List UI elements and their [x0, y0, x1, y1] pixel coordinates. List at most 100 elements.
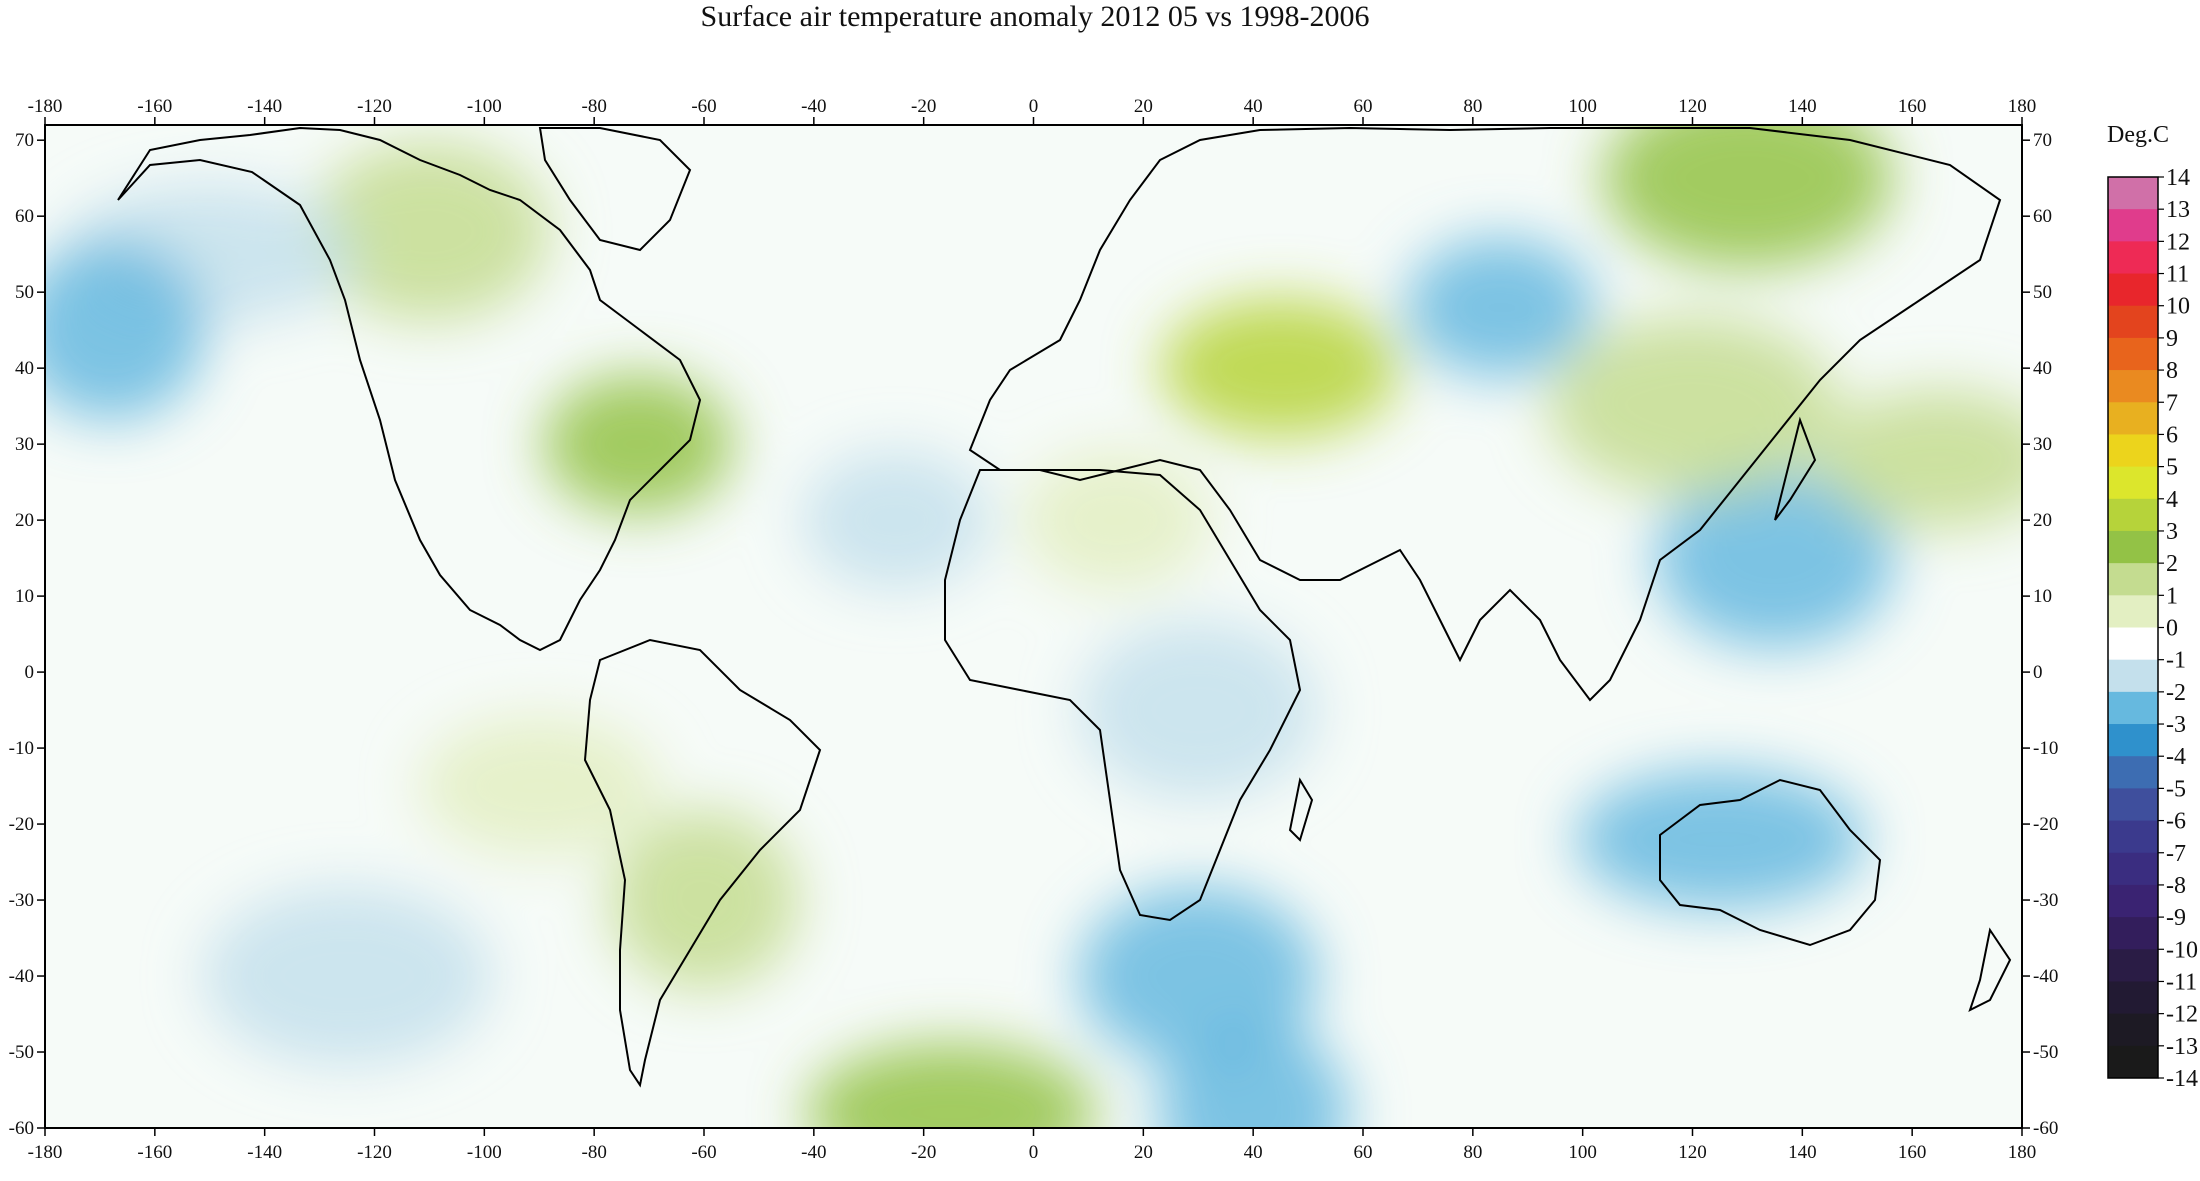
lon-label-bottom: -80: [582, 1142, 607, 1163]
lat-label-left: -10: [9, 738, 34, 759]
lon-label-top: -120: [357, 96, 392, 117]
anomaly-region: [1405, 237, 1596, 378]
colorbar-label: -14: [2166, 1066, 2198, 1092]
lon-label-bottom: 60: [1354, 1142, 1373, 1163]
lon-label-bottom: 140: [1788, 1142, 1817, 1163]
lat-label-left: 40: [15, 358, 34, 379]
lon-label-bottom: 20: [1134, 1142, 1153, 1163]
lat-label-right: 40: [2033, 358, 2052, 379]
lon-label-bottom: -20: [911, 1142, 936, 1163]
lon-label-top: -160: [137, 96, 172, 117]
colorbar-label: -7: [2166, 841, 2186, 867]
colorbar-band: [2108, 627, 2158, 661]
colorbar-label: 2: [2166, 551, 2178, 577]
anomaly-region: [1574, 769, 1865, 910]
colorbar-label: -5: [2166, 776, 2186, 802]
lat-label-right: 0: [2033, 662, 2043, 683]
lon-label-bottom: -60: [691, 1142, 716, 1163]
lat-label-right: 30: [2033, 434, 2052, 455]
colorbar-band: [2108, 305, 2158, 339]
lon-label-top: 140: [1788, 96, 1817, 117]
colorbar-label: -4: [2166, 744, 2186, 770]
colorbar-label: -3: [2166, 712, 2186, 738]
lon-label-top: 60: [1354, 96, 1373, 117]
colorbar-label: 4: [2166, 487, 2178, 513]
anomaly-region: [309, 141, 550, 322]
lon-label-bottom: 80: [1463, 1142, 1482, 1163]
colorbar-band: [2108, 563, 2158, 596]
lat-label-right: -50: [2033, 1042, 2058, 1063]
lat-label-right: 70: [2033, 130, 2052, 151]
lat-label-left: -30: [9, 890, 34, 911]
new-zealand-outline: [1968, 927, 2012, 1012]
lat-label-left: 30: [15, 434, 34, 455]
colorbar-band: [2108, 466, 2158, 500]
lon-label-bottom: 160: [1898, 1142, 1927, 1163]
colorbar-band: [2108, 691, 2158, 725]
lon-label-bottom: -40: [801, 1142, 826, 1163]
colorbar: Deg.C14131211109876543210-1-2-3-4-5-6-7-…: [2107, 122, 2198, 1092]
lon-label-bottom: -140: [247, 1142, 282, 1163]
lat-label-left: -20: [9, 814, 34, 835]
lon-label-top: -180: [28, 96, 63, 117]
lon-label-top: 100: [1568, 96, 1597, 117]
colorbar-label: -9: [2166, 905, 2186, 931]
colorbar-label: 5: [2166, 455, 2178, 481]
lon-label-top: 20: [1134, 96, 1153, 117]
colorbar-label: 14: [2166, 165, 2190, 191]
colorbar-label: -2: [2166, 680, 2186, 706]
colorbar-label: -12: [2166, 1002, 2198, 1028]
lon-label-top: 80: [1463, 96, 1482, 117]
lat-label-right: -10: [2033, 738, 2058, 759]
colorbar-label: 3: [2166, 519, 2178, 545]
colorbar-band: [2108, 820, 2158, 854]
anomaly-region: [1078, 620, 1319, 801]
colorbar-band: [2108, 241, 2158, 275]
anomaly-region: [1654, 468, 1895, 649]
anomaly-region: [419, 716, 660, 857]
lat-label-left: -60: [9, 1118, 34, 1139]
colorbar-band: [2108, 530, 2158, 564]
colorbar-band: [2108, 756, 2158, 789]
lon-label-top: -100: [467, 96, 502, 117]
colorbar-label: 10: [2166, 294, 2190, 320]
lon-label-top: -140: [247, 96, 282, 117]
anomaly-region: [1158, 1022, 1349, 1128]
colorbar-label: 1: [2166, 583, 2178, 609]
lon-label-top: -40: [801, 96, 826, 117]
anomaly-region: [1602, 125, 1893, 269]
lat-label-right: -60: [2033, 1118, 2058, 1139]
lon-label-top: 120: [1678, 96, 1707, 117]
colorbar-label: 0: [2166, 616, 2178, 642]
madagascar-outline: [1288, 777, 1314, 842]
anomaly-region: [45, 240, 206, 421]
colorbar-band: [2108, 917, 2158, 950]
eurasia-outline: [968, 126, 2002, 702]
north-america-outline: [117, 126, 702, 652]
lon-label-top: -80: [582, 96, 607, 117]
colorbar-label: 9: [2166, 326, 2178, 352]
lat-label-left: 70: [15, 130, 34, 151]
lon-label-top: 0: [1029, 96, 1039, 117]
colorbar-label: 11: [2166, 262, 2189, 288]
lat-label-left: -50: [9, 1042, 34, 1063]
lon-label-bottom: 120: [1678, 1142, 1707, 1163]
colorbar-label: 8: [2166, 358, 2178, 384]
lat-label-right: -20: [2033, 814, 2058, 835]
lon-label-bottom: 40: [1244, 1142, 1263, 1163]
colorbar-label: -6: [2166, 809, 2186, 835]
lon-label-top: 40: [1244, 96, 1263, 117]
colorbar-label: -1: [2166, 648, 2186, 674]
australia-outline: [1659, 778, 1882, 947]
lon-label-bottom: -180: [28, 1142, 63, 1163]
anomaly-region: [1160, 298, 1401, 439]
lon-label-top: 160: [1898, 96, 1927, 117]
colorbar-label: -11: [2166, 969, 2197, 995]
colorbar-band: [2108, 981, 2158, 1015]
colorbar-band: [2108, 177, 2158, 210]
lon-label-bottom: -160: [137, 1142, 172, 1163]
greenland-outline: [538, 127, 692, 252]
lat-label-left: 60: [15, 206, 34, 227]
lon-label-top: -20: [911, 96, 936, 117]
lon-label-top: 180: [2008, 96, 2037, 117]
